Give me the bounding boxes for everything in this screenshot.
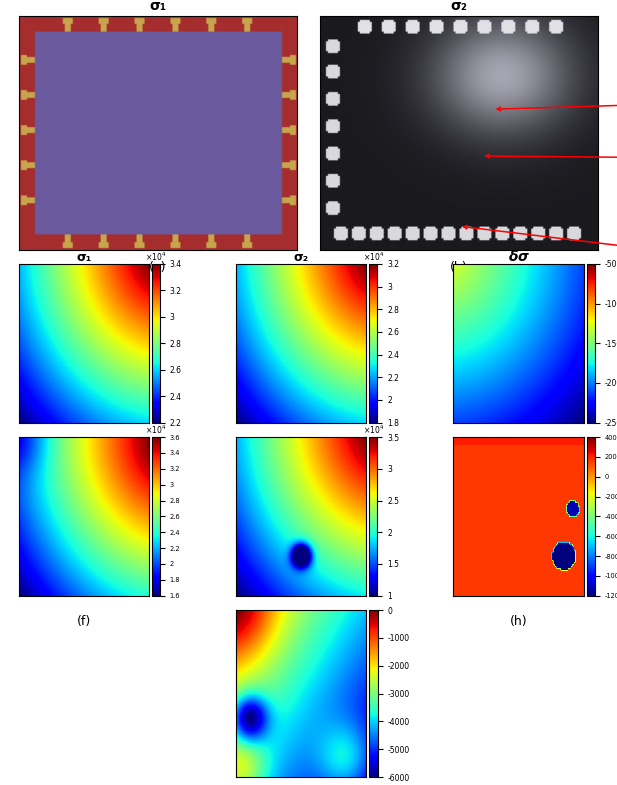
Text: (a): (a)	[149, 261, 167, 274]
Text: Defect 1: Defect 1	[497, 97, 617, 111]
Text: (h): (h)	[510, 615, 528, 628]
Text: (f): (f)	[77, 615, 91, 628]
Text: (b): (b)	[450, 261, 468, 274]
Title: σ₁: σ₁	[149, 0, 167, 13]
Text: (g): (g)	[292, 615, 310, 628]
Title: σ₂: σ₂	[450, 0, 468, 13]
Text: (d): (d)	[292, 442, 310, 455]
Text: (c): (c)	[75, 442, 92, 455]
Title: σ₂: σ₂	[294, 251, 309, 264]
Title: $\times10^4$: $\times10^4$	[363, 424, 384, 436]
Title: $\times10^4$: $\times10^4$	[145, 250, 167, 263]
Text: Defect 2: Defect 2	[463, 225, 617, 263]
Title: σ₁: σ₁	[76, 251, 91, 264]
Title: $\times10^4$: $\times10^4$	[145, 424, 167, 436]
Title: $\boldsymbol{\delta\sigma}$: $\boldsymbol{\delta\sigma}$	[508, 249, 530, 264]
Text: Defect 3: Defect 3	[486, 154, 617, 162]
Title: $\times10^4$: $\times10^4$	[363, 250, 384, 263]
Text: (e): (e)	[510, 442, 528, 455]
